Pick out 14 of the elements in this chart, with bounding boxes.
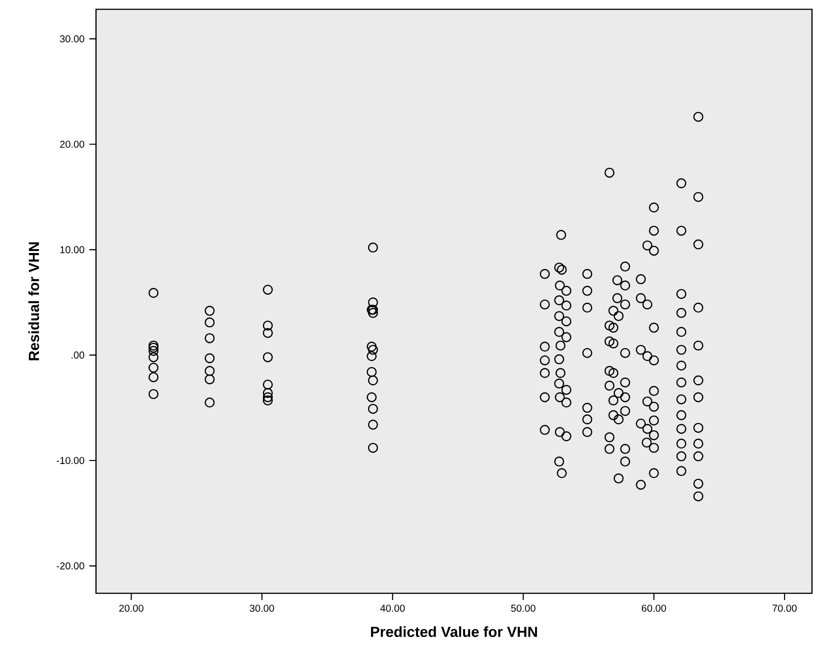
x-tick-label: 50.00 xyxy=(511,604,536,612)
y-tick-label: 20.00 xyxy=(60,140,84,148)
y-tick-label: -20.00 xyxy=(56,562,84,570)
x-tick-label: 70.00 xyxy=(772,604,797,612)
y-tick-label: 10.00 xyxy=(60,246,84,254)
x-tick-label: 40.00 xyxy=(380,604,405,612)
y-tick-label: 30.00 xyxy=(60,35,84,42)
y-axis-title: Residual for VHN xyxy=(28,242,40,360)
y-tick-label: .00 xyxy=(72,352,84,359)
x-axis-title: Predicted Value for VHN xyxy=(371,626,537,638)
x-tick-label: 20.00 xyxy=(119,604,144,612)
y-tick-label: -10.00 xyxy=(56,456,84,464)
x-tick-label: 60.00 xyxy=(642,604,666,612)
x-tick-label: 30.00 xyxy=(250,604,274,612)
